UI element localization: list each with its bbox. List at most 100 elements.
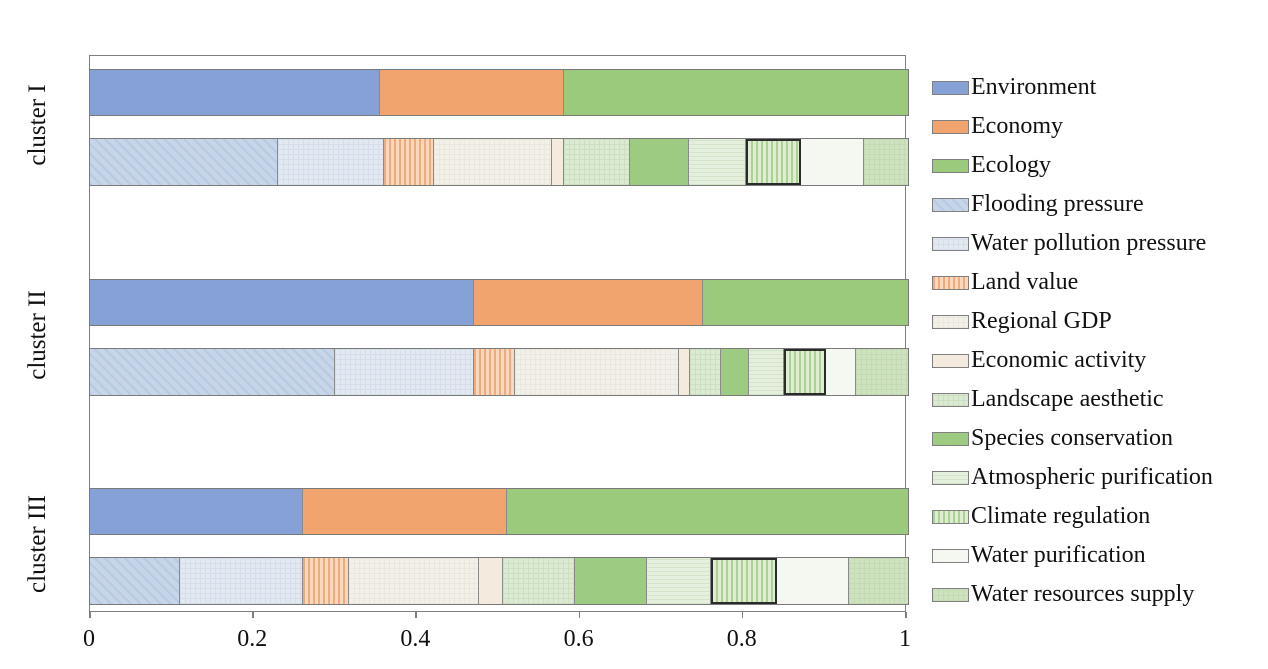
x-axis-tick-label: 0 xyxy=(83,626,95,652)
legend-row-economic-activity: Economic activity xyxy=(932,341,1213,380)
legend-label: Flooding pressure xyxy=(971,191,1144,217)
legend-row-landscape-aesthetic: Landscape aesthetic xyxy=(932,380,1213,419)
legend-row-land-value: Land value xyxy=(932,263,1213,302)
x-axis-tick xyxy=(578,612,581,618)
bar-segment-landscape-aesthetic xyxy=(564,139,630,185)
bar-segment-flooding-pressure xyxy=(90,349,336,395)
legend-label: Economy xyxy=(971,113,1063,139)
x-axis-tick-label: 0.8 xyxy=(726,626,757,652)
cluster-label-2: cluster II xyxy=(24,290,51,380)
bar-segment-climate-regulation xyxy=(710,558,778,604)
legend-swatch-icon xyxy=(932,158,969,173)
x-axis-tick xyxy=(89,612,91,618)
aggregate-bar-cluster-2 xyxy=(89,279,909,326)
x-axis-tick-label: 1 xyxy=(899,626,911,652)
bar-segment-water-resources-supply xyxy=(849,558,908,604)
x-axis-tick-label: 0.6 xyxy=(563,626,594,652)
legend-swatch-icon xyxy=(932,392,969,407)
legend-swatch-icon xyxy=(932,353,969,368)
legend-label: Ecology xyxy=(971,152,1051,178)
bar-segment-regional-gdp xyxy=(433,139,553,185)
bar-segment-ecology xyxy=(703,280,908,325)
bar-segment-land-value xyxy=(302,558,350,604)
bar-segment-economy xyxy=(302,489,508,534)
bar-segment-economic-activity xyxy=(478,558,504,604)
legend-swatch-icon xyxy=(932,470,969,485)
legend-label: Economic activity xyxy=(971,347,1147,373)
bar-segment-species-conservation xyxy=(720,349,750,395)
cluster-label-3: cluster III xyxy=(24,495,51,593)
x-axis-tick xyxy=(905,612,907,618)
detail-bar-cluster-2 xyxy=(89,348,909,396)
bar-segment-regional-gdp xyxy=(515,349,679,395)
legend-row-regional-gdp: Regional GDP xyxy=(932,302,1213,341)
bar-segment-species-conservation xyxy=(629,139,689,185)
legend-row-water-resources-supply: Water resources supply xyxy=(932,575,1213,614)
legend-swatch-icon xyxy=(932,314,969,329)
bar-segment-environment xyxy=(90,489,303,534)
bar-segment-water-resources-supply xyxy=(856,349,908,395)
legend-label: Climate regulation xyxy=(971,503,1151,529)
x-axis-tick-label: 0.4 xyxy=(400,626,431,652)
bar-segment-climate-regulation xyxy=(745,139,801,185)
bar-segment-economy xyxy=(474,280,704,325)
cluster-label-1: cluster I xyxy=(24,84,51,166)
bar-segment-regional-gdp xyxy=(349,558,479,604)
bar-segment-environment xyxy=(90,280,475,325)
bar-segment-atmospheric-purification xyxy=(646,558,711,604)
bar-segment-economic-activity xyxy=(678,349,690,395)
bar-segment-water-resources-supply xyxy=(863,139,908,185)
legend-swatch-icon xyxy=(932,431,969,446)
legend-swatch-icon xyxy=(932,80,969,95)
bar-segment-species-conservation xyxy=(575,558,647,604)
x-axis-tick xyxy=(415,612,417,618)
legend-swatch-icon xyxy=(932,548,969,563)
bar-segment-economic-activity xyxy=(552,139,565,185)
detail-bar-cluster-3 xyxy=(89,557,909,605)
bar-segment-landscape-aesthetic xyxy=(503,558,576,604)
legend-swatch-icon xyxy=(932,587,969,602)
legend-label: Land value xyxy=(971,269,1079,295)
bar-segment-water-purification xyxy=(777,558,849,604)
bar-segment-ecology xyxy=(564,70,908,115)
aggregate-bar-cluster-3 xyxy=(89,488,909,535)
legend-label: Regional GDP xyxy=(971,308,1112,334)
bar-segment-water-purification xyxy=(826,349,857,395)
bar-segment-water-pollution-pressure xyxy=(179,558,303,604)
bar-segment-flooding-pressure xyxy=(90,139,279,185)
bar-segment-flooding-pressure xyxy=(90,558,180,604)
legend-swatch-icon xyxy=(932,509,969,524)
bar-segment-land-value xyxy=(384,139,434,185)
legend-label: Species conservation xyxy=(971,425,1173,451)
x-axis-tick-label: 0.2 xyxy=(237,626,268,652)
bar-segment-economy xyxy=(380,70,565,115)
bar-segment-ecology xyxy=(507,489,908,534)
legend-label: Water resources supply xyxy=(971,581,1195,607)
bar-segment-climate-regulation xyxy=(784,349,827,395)
legend-row-ecology: Ecology xyxy=(932,146,1213,185)
bar-segment-atmospheric-purification xyxy=(688,139,746,185)
legend-row-atmospheric-purification: Atmospheric purification xyxy=(932,458,1213,497)
legend-label: Landscape aesthetic xyxy=(971,386,1164,412)
legend-row-species-conservation: Species conservation xyxy=(932,419,1213,458)
legend-row-climate-regulation: Climate regulation xyxy=(932,497,1213,536)
detail-bar-cluster-1 xyxy=(89,138,909,186)
legend-label: Water pollution pressure xyxy=(971,230,1207,256)
legend-label: Atmospheric purification xyxy=(971,464,1213,490)
legend-row-flooding-pressure: Flooding pressure xyxy=(932,185,1213,224)
bar-segment-environment xyxy=(90,70,381,115)
bar-segment-landscape-aesthetic xyxy=(689,349,721,395)
legend-label: Water purification xyxy=(971,542,1146,568)
legend-swatch-icon xyxy=(932,275,969,290)
legend: Environment Economy Ecology Flooding pressu… xyxy=(932,68,1213,614)
legend-swatch-icon xyxy=(932,236,969,251)
legend-row-economy: Economy xyxy=(932,107,1213,146)
legend-row-water-purification: Water purification xyxy=(932,536,1213,575)
legend-row-water-pollution-pressure: Water pollution pressure xyxy=(932,224,1213,263)
bar-segment-atmospheric-purification xyxy=(749,349,785,395)
bar-segment-water-pollution-pressure xyxy=(335,349,475,395)
aggregate-bar-cluster-1 xyxy=(89,69,909,116)
legend-swatch-icon xyxy=(932,119,969,134)
plot-area xyxy=(89,55,909,612)
